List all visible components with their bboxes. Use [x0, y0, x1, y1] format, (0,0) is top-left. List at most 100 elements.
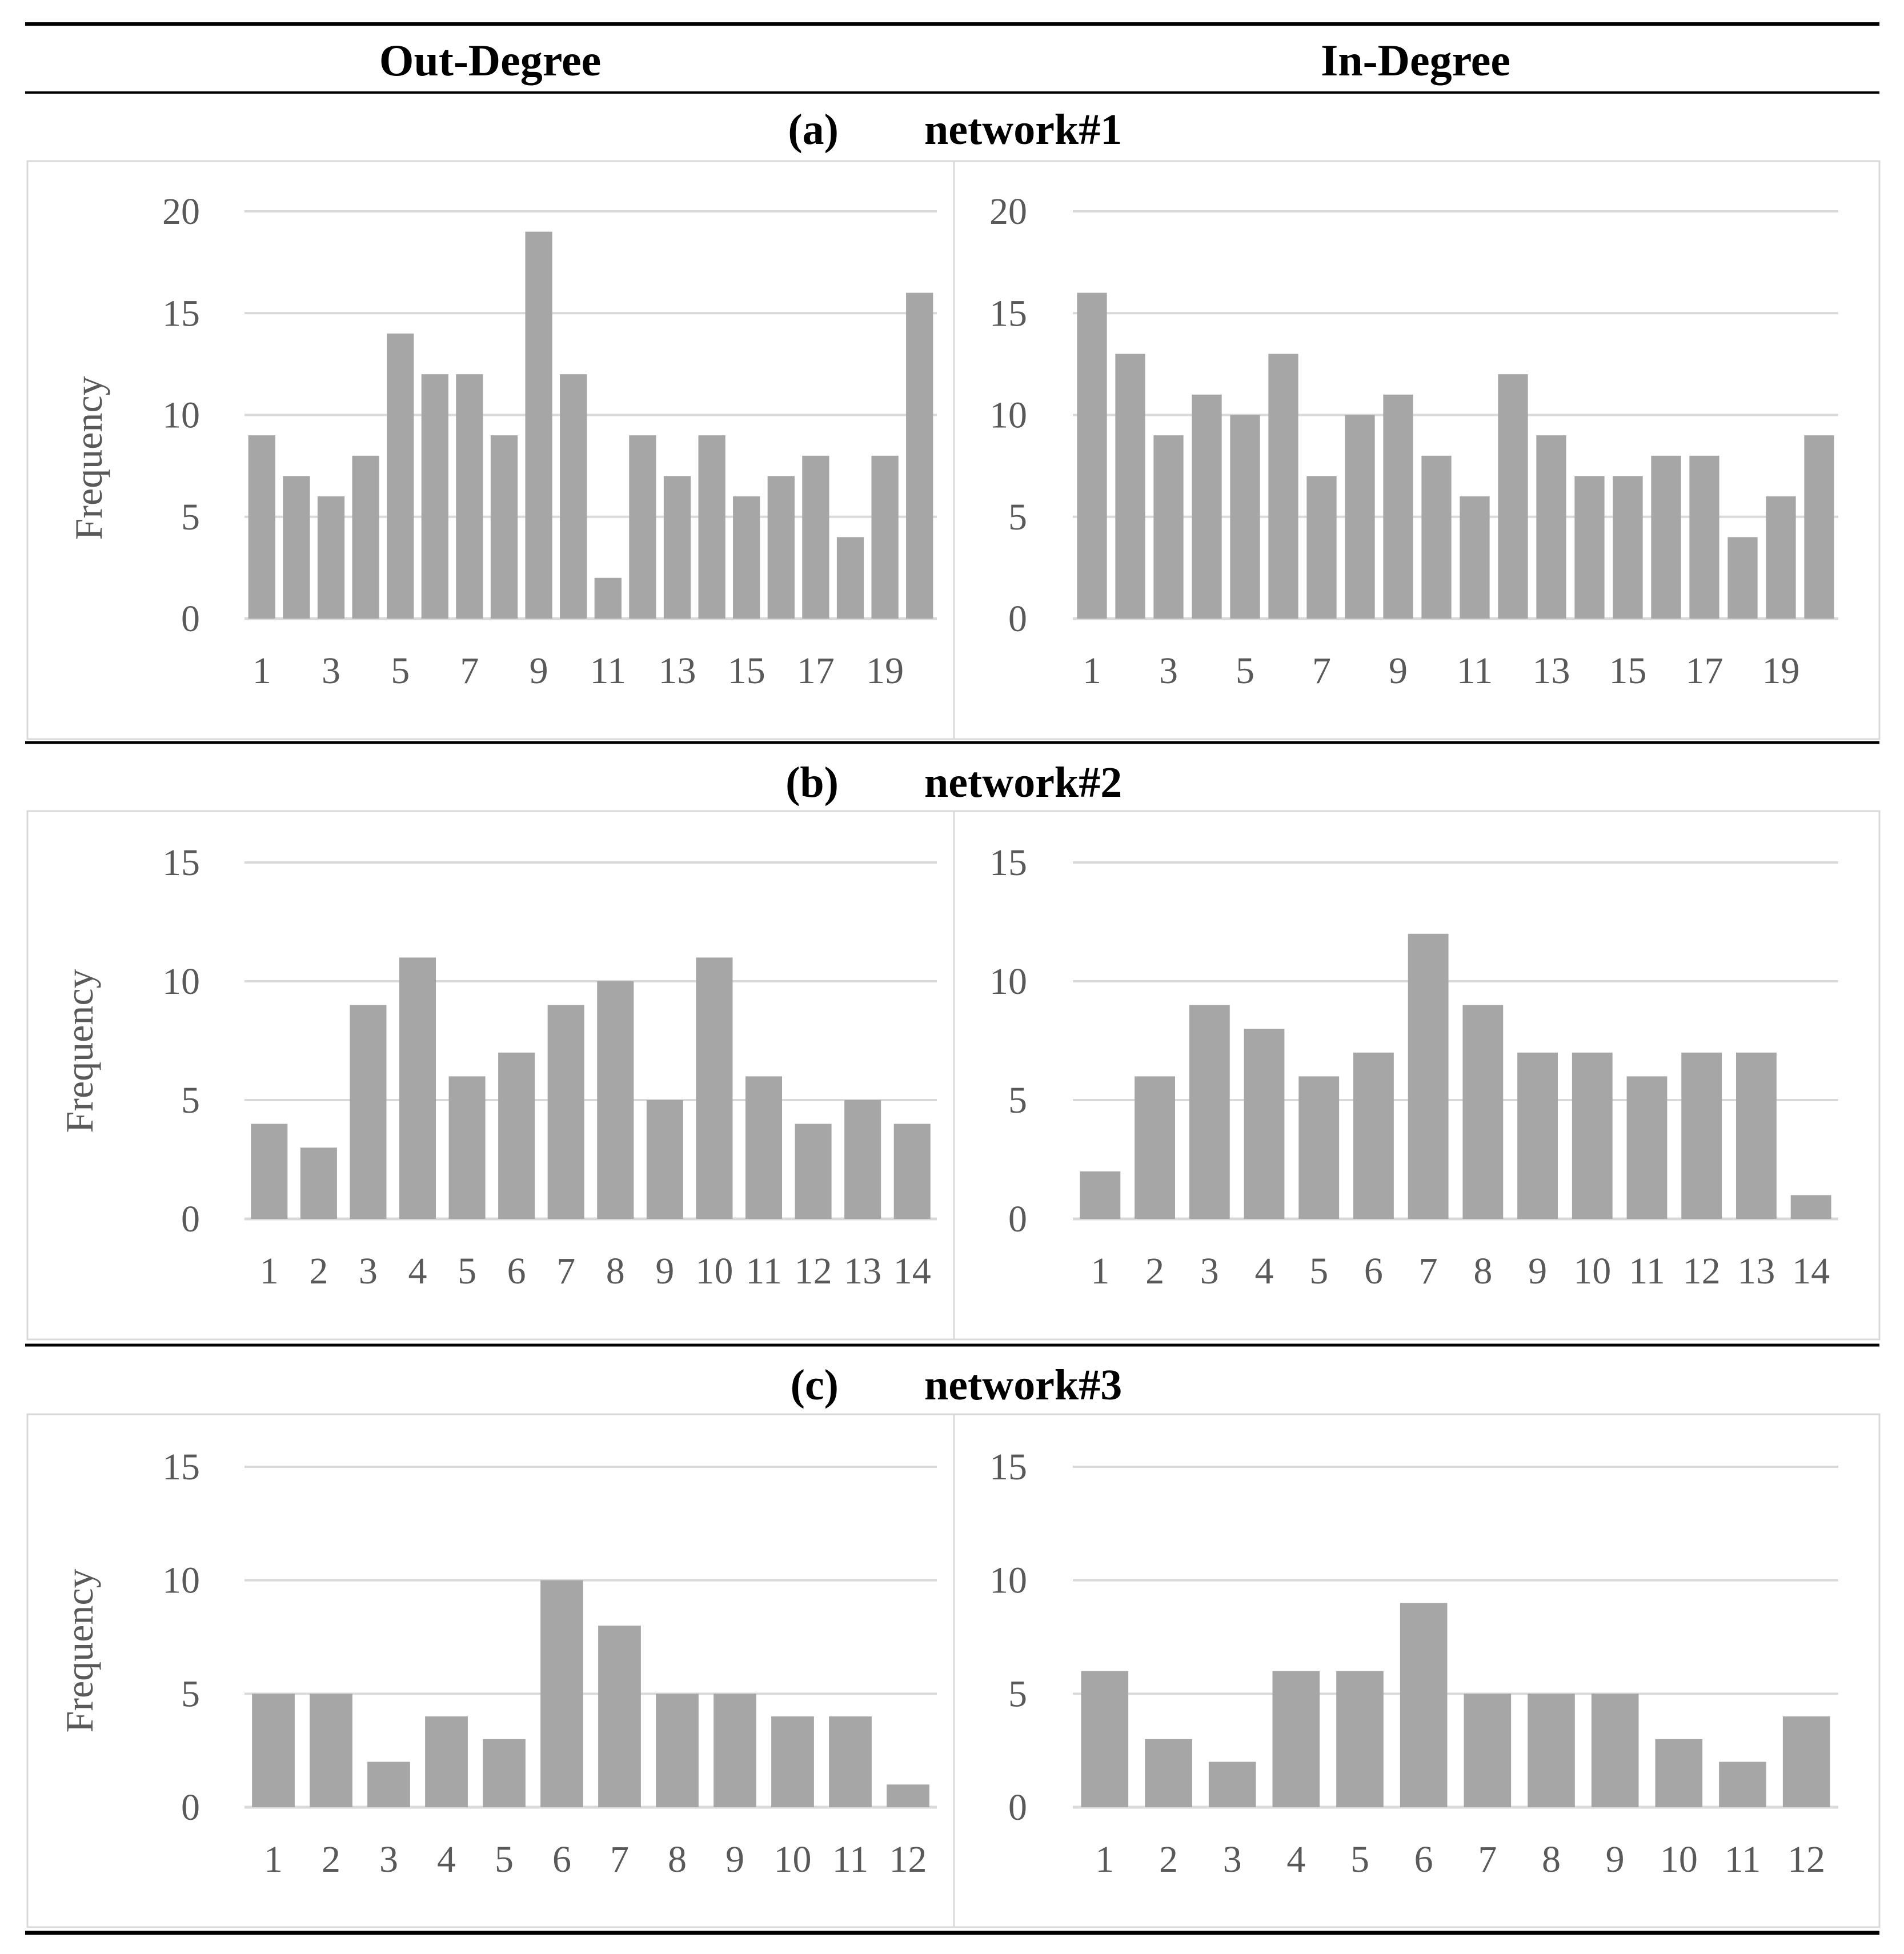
- bar: [1268, 354, 1298, 619]
- bar: [1306, 476, 1337, 619]
- y-tick-label: 0: [1008, 1787, 1027, 1828]
- y-tick-label: 0: [181, 1787, 200, 1828]
- x-tick-label: 19: [1762, 650, 1800, 692]
- y-tick-label: 15: [162, 292, 200, 334]
- y-tick-label: 15: [989, 842, 1027, 884]
- bar: [448, 1076, 486, 1219]
- y-tick-label: 5: [181, 496, 200, 538]
- bar: [663, 476, 691, 619]
- y-tick-label: 0: [1008, 598, 1027, 640]
- y-tick-label: 20: [162, 191, 200, 232]
- column-header-in-degree: In-Degree: [1321, 35, 1510, 85]
- bar: [1336, 1671, 1384, 1807]
- bar: [498, 1052, 535, 1219]
- x-tick-label: 5: [495, 1839, 514, 1880]
- bar: [1651, 455, 1681, 619]
- bar: [745, 1076, 783, 1219]
- bar: [387, 333, 414, 619]
- bar: [594, 577, 622, 619]
- x-tick-label: 7: [1312, 650, 1331, 692]
- x-tick-label: 10: [695, 1250, 733, 1292]
- x-tick-label: 7: [1419, 1250, 1438, 1292]
- x-tick-label: 1: [260, 1250, 279, 1292]
- bar: [844, 1100, 881, 1219]
- y-axis-label-c: Frequency: [58, 1568, 101, 1732]
- bar: [1804, 435, 1834, 619]
- bar: [310, 1694, 352, 1807]
- bar: [698, 435, 725, 619]
- x-tick-label: 7: [556, 1250, 575, 1292]
- bar: [771, 1716, 814, 1807]
- x-tick-label: 5: [1236, 650, 1254, 692]
- bar: [893, 1124, 931, 1219]
- bar: [598, 1626, 641, 1807]
- bar: [795, 1124, 832, 1219]
- x-tick-label: 9: [725, 1839, 744, 1880]
- x-tick-label: 13: [844, 1250, 881, 1292]
- y-tick-label: 15: [162, 1446, 200, 1488]
- x-tick-label: 6: [1414, 1839, 1433, 1880]
- x-tick-label: 3: [1223, 1839, 1242, 1880]
- x-tick-label: 1: [264, 1839, 283, 1880]
- bar: [1464, 1694, 1512, 1807]
- section-title-a: network#1: [924, 106, 1122, 154]
- bar: [1574, 476, 1605, 619]
- y-tick-label: 10: [989, 1560, 1027, 1602]
- x-tick-label: 11: [832, 1839, 869, 1880]
- y-tick-label: 5: [1008, 496, 1027, 538]
- x-tick-label: 19: [866, 650, 904, 692]
- section-label-a: (a): [788, 106, 839, 154]
- column-header-out-degree: Out-Degree: [379, 35, 601, 85]
- bar: [1626, 1076, 1667, 1219]
- bar: [483, 1739, 526, 1807]
- bar: [1244, 1029, 1285, 1219]
- x-tick-label: 1: [1091, 1250, 1109, 1292]
- bar: [1272, 1671, 1320, 1807]
- bar: [456, 374, 483, 619]
- x-tick-label: 11: [1629, 1250, 1665, 1292]
- x-tick-label: 2: [309, 1250, 328, 1292]
- bar: [1462, 1005, 1504, 1219]
- bar: [1353, 1052, 1394, 1219]
- y-tick-label: 20: [989, 191, 1027, 232]
- x-tick-label: 4: [1255, 1250, 1274, 1292]
- x-tick-label: 12: [889, 1839, 927, 1880]
- bar: [887, 1784, 929, 1807]
- x-tick-label: 9: [1606, 1839, 1625, 1880]
- bar: [1345, 415, 1375, 619]
- bar: [714, 1694, 756, 1807]
- bar: [540, 1580, 583, 1807]
- x-tick-label: 7: [1478, 1839, 1497, 1880]
- bar: [251, 1124, 288, 1219]
- bar: [1572, 1052, 1613, 1219]
- bar: [399, 957, 436, 1219]
- section-label-b: (b): [785, 759, 839, 807]
- y-tick-label: 10: [162, 961, 200, 1002]
- bar: [1498, 374, 1528, 619]
- x-tick-label: 3: [1159, 650, 1178, 692]
- x-tick-label: 1: [1083, 650, 1101, 692]
- bar: [767, 476, 795, 619]
- bar: [1383, 394, 1413, 619]
- x-tick-label: 1: [252, 650, 271, 692]
- bar: [597, 981, 634, 1219]
- section-title-b: network#2: [924, 759, 1122, 807]
- x-tick-label: 11: [1725, 1839, 1761, 1880]
- x-tick-label: 14: [893, 1250, 931, 1292]
- x-tick-label: 8: [606, 1250, 625, 1292]
- x-tick-label: 12: [1683, 1250, 1721, 1292]
- y-axis-label-a: Frequency: [67, 376, 110, 540]
- x-tick-label: 6: [1364, 1250, 1383, 1292]
- y-tick-label: 0: [1008, 1198, 1027, 1240]
- bar: [1790, 1195, 1831, 1219]
- bar: [350, 1005, 387, 1219]
- bar: [1145, 1739, 1192, 1807]
- bar: [248, 435, 275, 619]
- bar: [1192, 394, 1222, 619]
- y-tick-label: 5: [1008, 1673, 1027, 1715]
- bar: [1230, 415, 1260, 619]
